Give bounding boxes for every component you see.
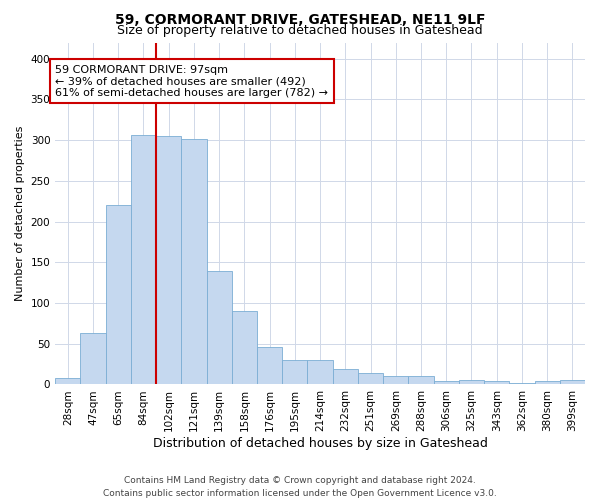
Text: Contains HM Land Registry data © Crown copyright and database right 2024.
Contai: Contains HM Land Registry data © Crown c… bbox=[103, 476, 497, 498]
Bar bbox=[434, 381, 459, 384]
Bar bbox=[535, 381, 560, 384]
Bar bbox=[80, 333, 106, 384]
Bar bbox=[307, 360, 332, 384]
Bar bbox=[282, 360, 307, 384]
Bar bbox=[181, 138, 206, 384]
Text: Size of property relative to detached houses in Gateshead: Size of property relative to detached ho… bbox=[117, 24, 483, 37]
Bar bbox=[232, 311, 257, 384]
Text: 59, CORMORANT DRIVE, GATESHEAD, NE11 9LF: 59, CORMORANT DRIVE, GATESHEAD, NE11 9LF bbox=[115, 12, 485, 26]
Bar bbox=[484, 381, 509, 384]
Bar bbox=[131, 134, 156, 384]
Bar bbox=[332, 369, 358, 384]
Bar bbox=[409, 376, 434, 384]
Bar bbox=[459, 380, 484, 384]
X-axis label: Distribution of detached houses by size in Gateshead: Distribution of detached houses by size … bbox=[152, 437, 488, 450]
Bar bbox=[257, 347, 282, 385]
Bar bbox=[560, 380, 585, 384]
Bar bbox=[509, 383, 535, 384]
Bar bbox=[206, 272, 232, 384]
Bar bbox=[106, 204, 131, 384]
Bar bbox=[383, 376, 409, 384]
Bar bbox=[55, 378, 80, 384]
Bar bbox=[156, 136, 181, 384]
Y-axis label: Number of detached properties: Number of detached properties bbox=[15, 126, 25, 301]
Text: 59 CORMORANT DRIVE: 97sqm
← 39% of detached houses are smaller (492)
61% of semi: 59 CORMORANT DRIVE: 97sqm ← 39% of detac… bbox=[55, 64, 328, 98]
Bar bbox=[358, 373, 383, 384]
